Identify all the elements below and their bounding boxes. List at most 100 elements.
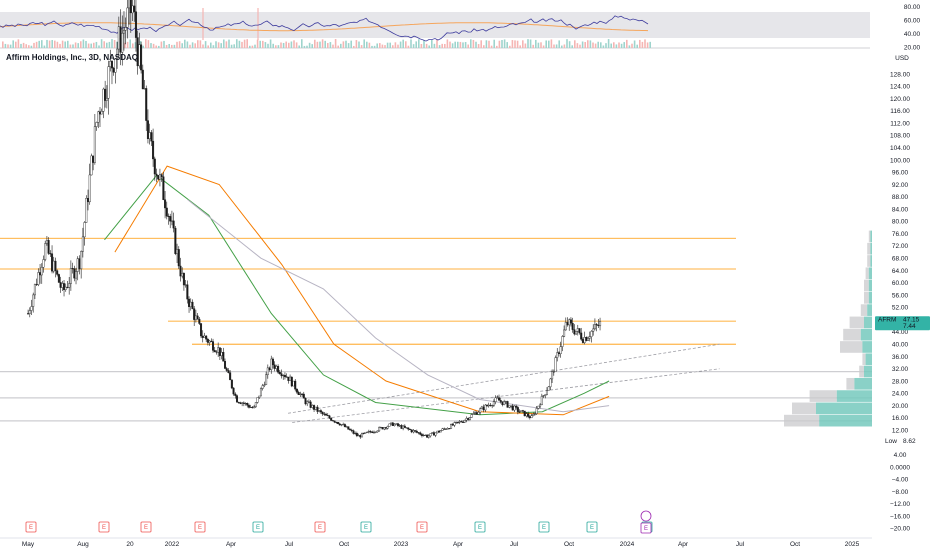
candle-body (535, 408, 538, 414)
event-marker[interactable]: E (474, 521, 486, 533)
volume-bar (194, 43, 196, 48)
volume-bar (350, 40, 352, 48)
candle-body (37, 272, 40, 285)
candle-body (410, 429, 413, 433)
volume-bar (568, 41, 571, 48)
volume-bar (649, 41, 651, 48)
volume-bar (420, 44, 423, 48)
volume-bar (542, 45, 545, 48)
candle-body (580, 332, 583, 340)
candle-body (545, 390, 548, 395)
volume-bar (553, 44, 555, 48)
event-marker[interactable]: E (194, 521, 206, 533)
price-axis[interactable]: 128.00 124.00 120.00 116.00 112.00 108.00 104.… (872, 50, 932, 550)
event-label: E (102, 525, 106, 531)
candle-body (407, 427, 410, 430)
profile-bar-down (784, 414, 820, 427)
candle-body (326, 415, 329, 417)
volume-bar (519, 45, 521, 48)
volume-bar (613, 42, 615, 48)
candle-body (59, 282, 62, 288)
candle-body (172, 220, 175, 229)
event-marker[interactable]: E (98, 521, 110, 533)
event-marker[interactable]: E (586, 521, 598, 533)
candle-body (258, 395, 261, 398)
event-label: E (478, 525, 482, 531)
candle-body (213, 350, 216, 352)
volume-bar (405, 41, 407, 48)
volume-bar (605, 43, 607, 48)
candle-body (359, 435, 362, 438)
volume-bar (64, 41, 66, 48)
candle-body (551, 371, 554, 380)
candle-body (395, 423, 398, 425)
volume-bar (59, 43, 61, 48)
volume-bars (2, 8, 651, 48)
candle-body (54, 260, 57, 271)
price-tick-label: 36.00 (892, 354, 909, 361)
event-marker[interactable]: E (640, 510, 652, 534)
candle-body (229, 372, 232, 381)
candle-body (338, 423, 341, 426)
candle-body (170, 220, 173, 222)
trend-line (287, 343, 720, 414)
moving-average-line (104, 174, 610, 416)
candle-body (467, 418, 470, 420)
candle-body (95, 122, 98, 127)
event-marker[interactable]: E (140, 521, 152, 533)
candle-body (237, 401, 240, 403)
candle-body (398, 425, 401, 427)
candle-body (386, 426, 389, 429)
volume-bar (90, 43, 92, 48)
event-marker[interactable]: E (538, 521, 550, 533)
volume-bar (33, 42, 35, 48)
event-marker[interactable]: E (314, 521, 326, 533)
candle-body (306, 401, 309, 405)
time-axis[interactable]: May Aug 20 2022 Apr Jul Oct 2023 Apr Jul Oct 2024 Ap… (0, 537, 872, 548)
candle-body (542, 395, 545, 397)
volume-bar (298, 45, 300, 48)
profile-bar-down (846, 377, 855, 390)
volume-bar (584, 42, 586, 48)
volume-bar (202, 44, 204, 48)
candle-body (27, 313, 30, 315)
candle-body (486, 404, 489, 407)
candle-body (194, 315, 197, 320)
event-marker[interactable]: E (416, 521, 428, 533)
time-tick-label: Apr (678, 541, 689, 548)
candle-body (141, 69, 144, 90)
candle-body (448, 428, 451, 430)
candle-body (402, 425, 405, 429)
volume-bar (152, 43, 155, 48)
candle-body (438, 430, 441, 433)
price-tick-label: 100.00 (890, 157, 910, 164)
volume-bar (77, 43, 79, 48)
candle-body (167, 215, 170, 217)
candle-body (434, 432, 437, 436)
volume-bar (173, 44, 176, 48)
price-tick-label: 104.00 (890, 145, 910, 152)
candle-body (153, 158, 156, 175)
candle-body (179, 265, 182, 277)
candle-body (576, 328, 579, 332)
volume-bar (641, 41, 644, 48)
earnings-events[interactable]: EEEEEEEEEEEEE (25, 510, 653, 534)
event-marker[interactable]: E (25, 521, 37, 533)
volume-bar (98, 45, 100, 48)
candle-body (265, 374, 268, 385)
volume-bar (431, 39, 433, 48)
candle-body (337, 422, 340, 425)
volume-bar (142, 45, 144, 48)
event-marker[interactable]: E (252, 521, 264, 533)
price-tick-label: 60.00 (892, 280, 909, 287)
candle-body (593, 324, 596, 330)
volume-bar (126, 41, 129, 48)
candle-body (56, 270, 59, 275)
event-marker[interactable]: E (360, 521, 372, 533)
volume-bar (267, 43, 269, 48)
volume-bar (467, 44, 469, 48)
low-label: Low (885, 438, 897, 445)
price-tick-label: 96.00 (892, 170, 909, 177)
candle-body (335, 421, 338, 423)
